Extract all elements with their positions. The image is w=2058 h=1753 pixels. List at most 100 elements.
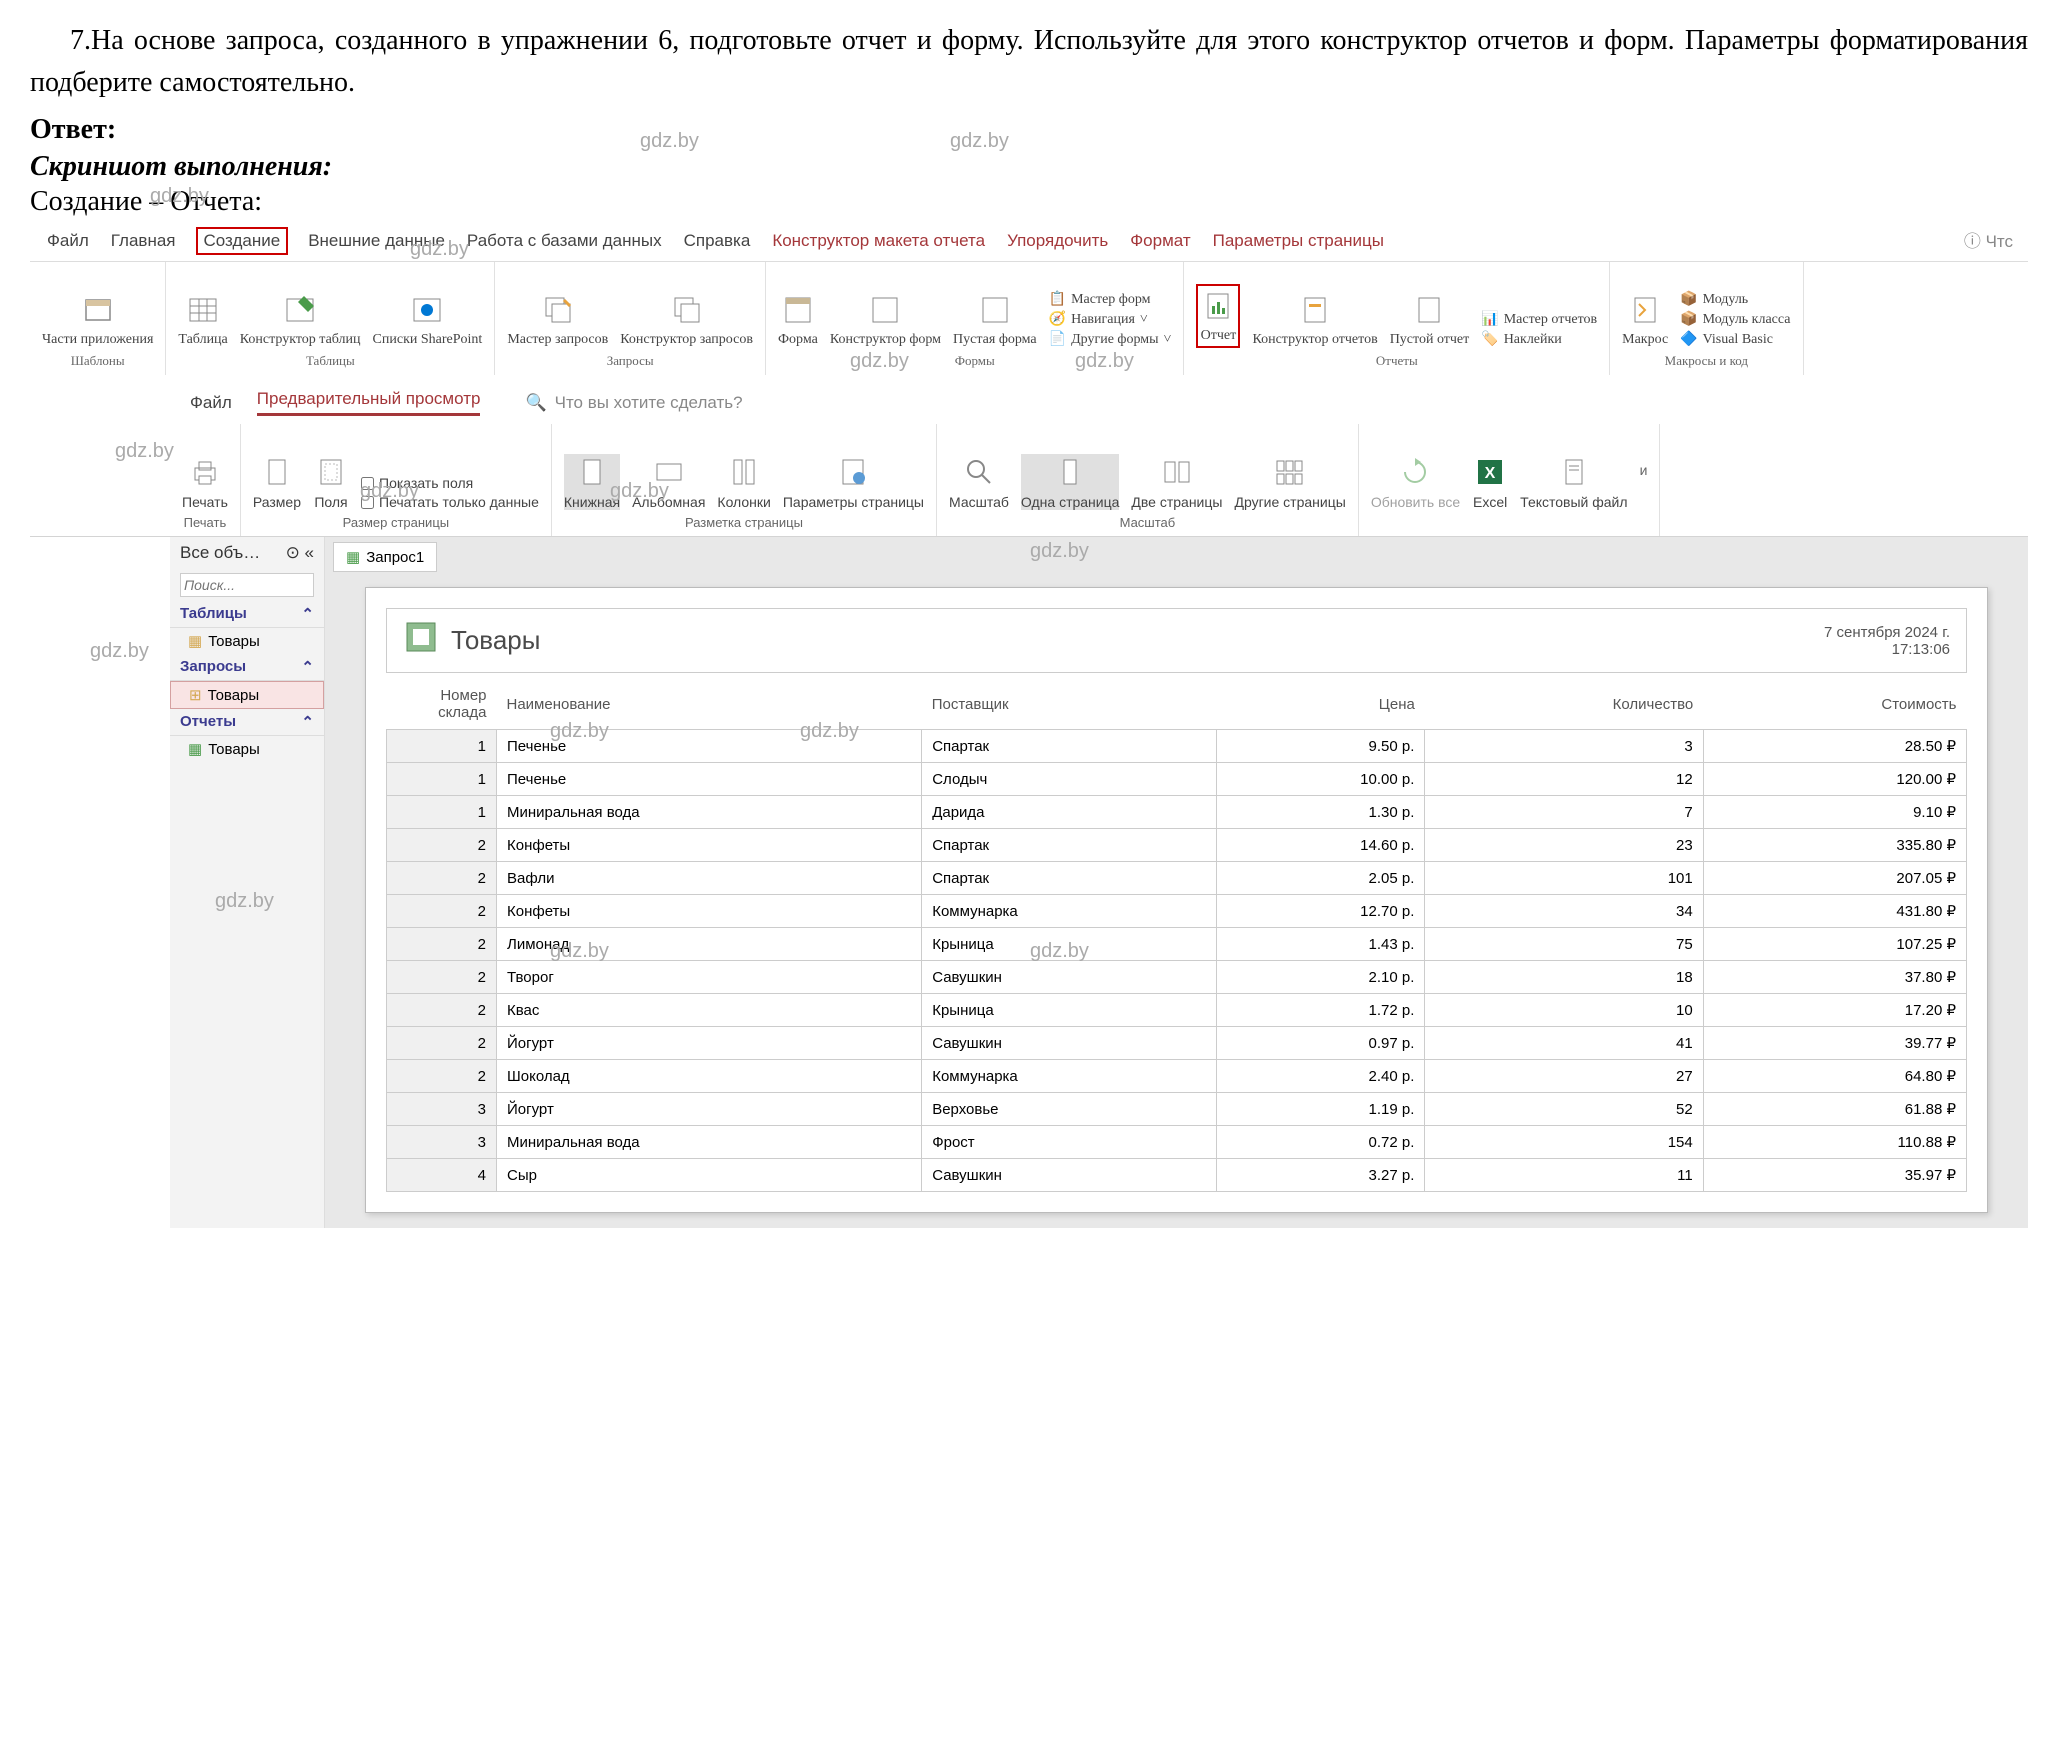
table-cell: 12.70 р. [1217, 895, 1425, 928]
table-design-button[interactable]: Конструктор таблиц [240, 292, 361, 348]
table-cell: Спартак [922, 829, 1217, 862]
tab-help[interactable]: Справка [682, 227, 753, 255]
other-pages-button[interactable]: Другие страницы [1234, 454, 1345, 510]
table-cell: 2 [387, 1027, 497, 1060]
search-placeholder: Что вы хотите сделать? [555, 393, 743, 413]
table-cell: Коммунарка [922, 895, 1217, 928]
form-button[interactable]: Форма [778, 292, 818, 348]
report-wizard-button[interactable]: 📊Мастер отчетов [1481, 311, 1597, 328]
refresh-icon [1397, 454, 1433, 490]
group-queries: Мастер запросов Конструктор запросов Зап… [495, 262, 766, 375]
text-file-button[interactable]: Текстовый файл [1520, 454, 1627, 510]
form-design-icon [867, 292, 903, 328]
refresh-button[interactable]: Обновить все [1371, 454, 1460, 510]
table-header: Стоимость [1703, 679, 1966, 730]
table-cell: 3 [387, 1126, 497, 1159]
tab-create[interactable]: Создание [196, 227, 289, 255]
navigation-button[interactable]: 🧭Навигация ˅ [1049, 311, 1172, 328]
portrait-button[interactable]: Книжная [564, 454, 620, 510]
table-cell: 41 [1425, 1027, 1703, 1060]
vba-button[interactable]: 🔷Visual Basic [1680, 331, 1790, 348]
form-wizard-button[interactable]: 📋Мастер форм [1049, 291, 1172, 308]
landscape-icon [651, 454, 687, 490]
zoom-button[interactable]: Масштаб [949, 454, 1009, 510]
print-button[interactable]: Печать [182, 454, 228, 510]
form-icon [780, 292, 816, 328]
nav-search-input[interactable] [180, 573, 314, 597]
table-cell: 154 [1425, 1126, 1703, 1159]
report-design-button[interactable]: Конструктор отчетов [1252, 292, 1377, 348]
tab-preview[interactable]: Предварительный просмотр [257, 389, 481, 416]
tab-format[interactable]: Формат [1128, 227, 1192, 255]
report-title-icon [403, 619, 439, 662]
macro-button[interactable]: Макрос [1622, 292, 1668, 348]
nav-item[interactable]: ⊞Товары [170, 681, 324, 709]
forms-extra: 📋Мастер форм 🧭Навигация ˅ 📄Другие формы … [1049, 291, 1172, 348]
group-layout: Книжная Альбомная Колонки Параметры стра… [552, 424, 937, 536]
nav-section-header[interactable]: Отчеты⌃ [170, 709, 324, 736]
nav-section-header[interactable]: Таблицы⌃ [170, 601, 324, 628]
tab-external[interactable]: Внешние данные [306, 227, 447, 255]
other-icon: 📄 [1049, 331, 1066, 348]
macro-icon [1627, 292, 1663, 328]
excel-button[interactable]: X Excel [1472, 454, 1508, 510]
labels-button[interactable]: 🏷️Наклейки [1481, 331, 1597, 348]
more-indicator[interactable]: ⓘ Чтс [1964, 227, 2013, 255]
tab-database[interactable]: Работа с базами данных [465, 227, 664, 255]
table-row: 2ВафлиСпартак2.05 р.101207.05 ₽ [387, 862, 1967, 895]
group-templates-label: Шаблоны [71, 353, 125, 369]
nav-collapse-icon[interactable]: ⊙ « [286, 543, 314, 563]
margins-button[interactable]: Поля [313, 454, 349, 510]
tab-file-2[interactable]: Файл [190, 393, 232, 413]
ribbon2-tabs: Файл Предварительный просмотр 🔍 Что вы х… [30, 381, 2028, 424]
print-data-check[interactable]: Печатать только данные [361, 494, 539, 510]
table-cell: 2 [387, 862, 497, 895]
report-tab[interactable]: ▦ Запрос1 [333, 542, 437, 572]
module-button[interactable]: 📦Модуль [1680, 291, 1790, 308]
page-params-button[interactable]: Параметры страницы [783, 454, 924, 510]
blank-report-button[interactable]: Пустой отчет [1390, 292, 1470, 348]
table-cell: 1.72 р. [1217, 994, 1425, 1027]
nav-item[interactable]: ▦Товары [170, 628, 324, 654]
blank-form-button[interactable]: Пустая форма [953, 292, 1037, 348]
nav-item[interactable]: ▦Товары [170, 736, 324, 762]
query-design-button[interactable]: Конструктор запросов [620, 292, 753, 348]
search-box[interactable]: 🔍 Что вы хотите сделать? [525, 393, 742, 413]
report-button[interactable]: Отчет [1196, 284, 1240, 348]
show-fields-check[interactable]: Показать поля [361, 475, 539, 491]
form-design-button[interactable]: Конструктор форм [830, 292, 941, 348]
sharepoint-button[interactable]: Списки SharePoint [373, 292, 483, 348]
nav-section-header[interactable]: Запросы⌃ [170, 654, 324, 681]
table-row: 2КонфетыСпартак14.60 р.23335.80 ₽ [387, 829, 1967, 862]
landscape-button[interactable]: Альбомная [632, 454, 705, 510]
columns-button[interactable]: Колонки [717, 454, 770, 510]
size-button[interactable]: Размер [253, 454, 301, 510]
group-tables-label: Таблицы [306, 353, 355, 369]
form-design-label: Конструктор форм [830, 332, 941, 348]
table-cell: 2 [387, 994, 497, 1027]
one-page-button[interactable]: Одна страница [1021, 454, 1120, 510]
tab-report-layout[interactable]: Конструктор макета отчета [770, 227, 987, 255]
other-forms-button[interactable]: 📄Другие формы ˅ [1049, 331, 1172, 348]
other-pages-icon [1272, 454, 1308, 490]
table-cell: Сыр [497, 1159, 922, 1192]
table-button[interactable]: Таблица [178, 292, 227, 348]
tab-file[interactable]: Файл [45, 227, 91, 255]
app-parts-button[interactable]: Части приложения [42, 292, 153, 348]
query-wizard-button[interactable]: Мастер запросов [507, 292, 608, 348]
margins-icon [313, 454, 349, 490]
query-design-icon [669, 292, 705, 328]
report-date: 7 сентября 2024 г. [1824, 624, 1950, 641]
zoom-icon [961, 454, 997, 490]
main-area: Все объ… ⊙ « Таблицы⌃▦ТоварыЗапросы⌃⊞Тов… [170, 537, 2028, 1228]
tab-home[interactable]: Главная [109, 227, 178, 255]
group-layout-label: Разметка страницы [685, 515, 803, 530]
group-print-label: Печать [184, 515, 227, 530]
tab-page-params[interactable]: Параметры страницы [1211, 227, 1386, 255]
tab-arrange[interactable]: Упорядочить [1005, 227, 1110, 255]
columns-icon [726, 454, 762, 490]
nav-header[interactable]: Все объ… ⊙ « [170, 537, 324, 569]
two-pages-button[interactable]: Две страницы [1131, 454, 1222, 510]
table-cell: 110.88 ₽ [1703, 1126, 1966, 1159]
class-module-button[interactable]: 📦Модуль класса [1680, 311, 1790, 328]
